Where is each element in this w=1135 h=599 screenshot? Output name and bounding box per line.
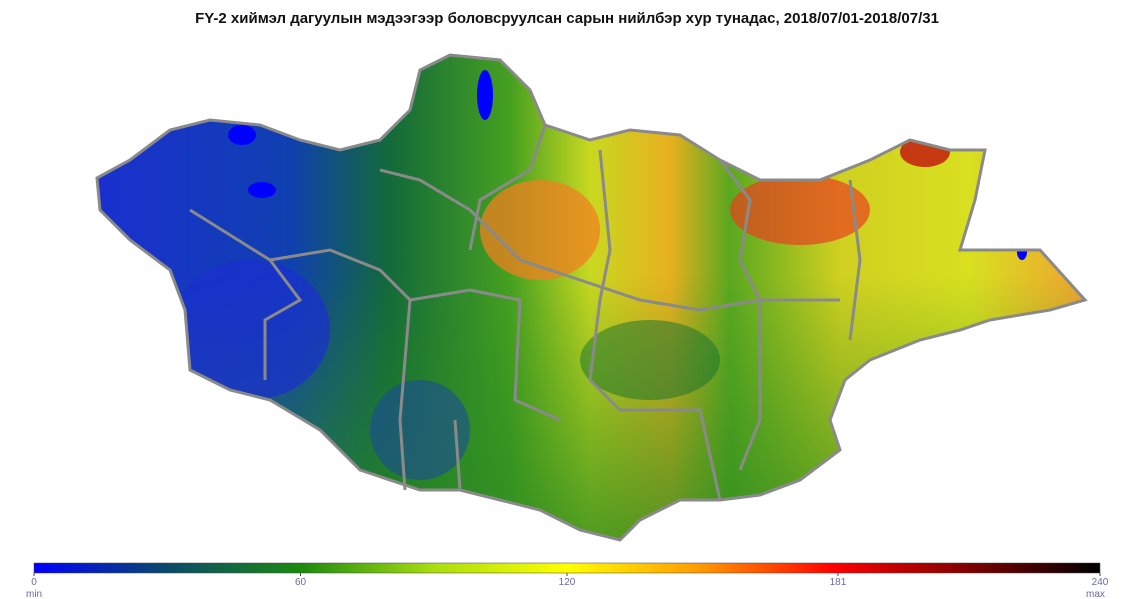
colorbar-tick-label: 181 (830, 577, 847, 588)
province-borders (189, 124, 862, 501)
colorbar-min-label: min (26, 589, 42, 599)
colorbar-tick-label: 240 (1092, 577, 1109, 588)
colorbar-gradient (33, 562, 1101, 574)
colorbar-tick-label: 60 (295, 577, 307, 588)
colorbar: 0 60 120 181 240 min max (26, 562, 1109, 599)
precipitation-raster (97, 55, 1085, 540)
colorbar-tick-label: 0 (31, 577, 37, 588)
colorbar-tick-label: 120 (559, 577, 576, 588)
map-title: FY-2 хиймэл дагуулын мэдээгээр боловсруу… (195, 10, 939, 27)
colorbar-max-label: max (1086, 589, 1105, 599)
